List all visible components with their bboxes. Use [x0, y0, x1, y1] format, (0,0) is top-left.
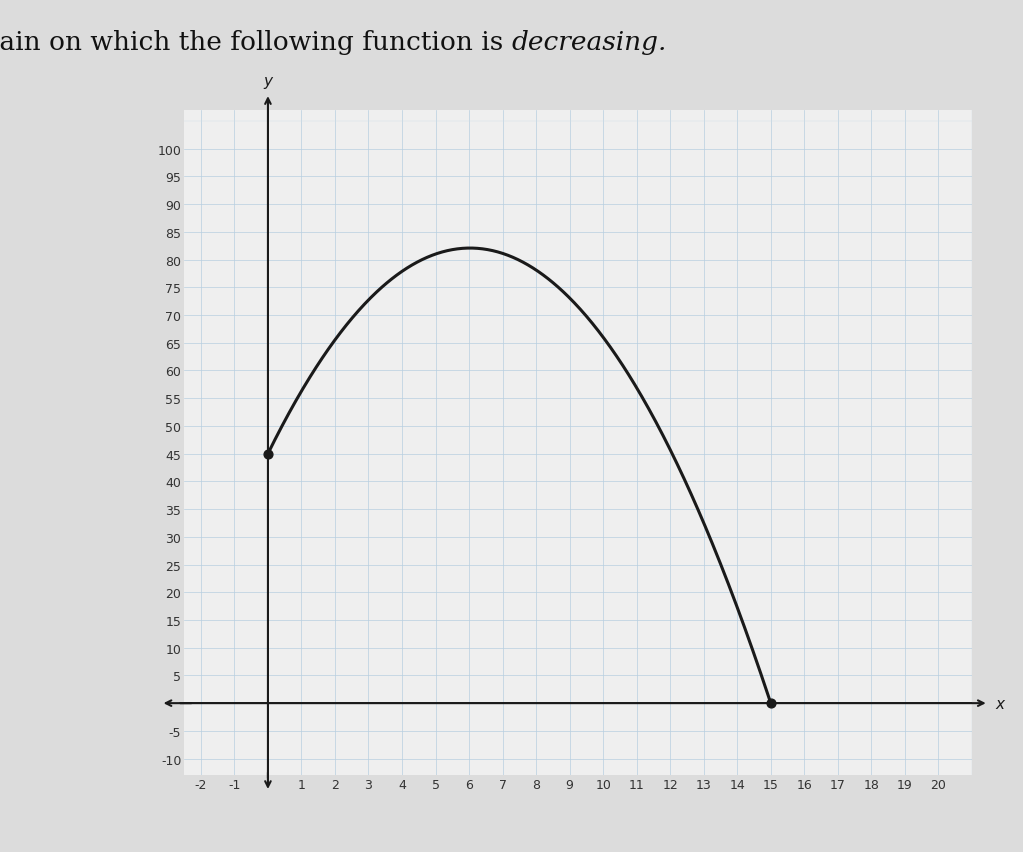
Text: Determine the domain on which the following function is: Determine the domain on which the follow…: [0, 30, 512, 55]
Point: [260, 447, 276, 461]
Text: x: x: [995, 696, 1005, 711]
Text: decreasing.: decreasing.: [512, 30, 667, 55]
Text: y: y: [264, 73, 272, 89]
Point: [762, 697, 779, 711]
